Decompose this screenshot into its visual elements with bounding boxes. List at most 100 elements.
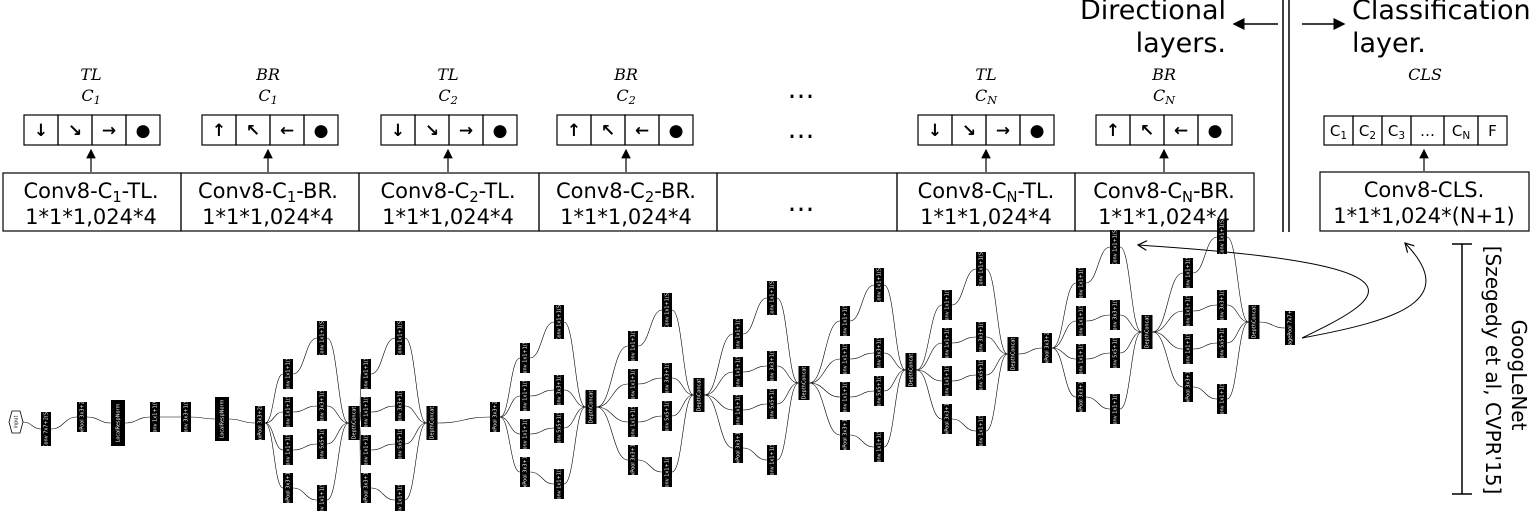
network-edge: [1085, 352, 1111, 360]
network-edge: [1051, 347, 1077, 360]
network-node-box: [215, 397, 229, 441]
network-node-box: [628, 445, 638, 475]
network-edge: [404, 337, 427, 424]
network-edge: [326, 337, 349, 424]
network-node-box: [77, 402, 87, 432]
network-edge: [985, 353, 1008, 432]
network-node-box: [1007, 337, 1019, 371]
column-superscript: TL: [975, 65, 996, 84]
network-node-label: Conv 1x1+1(S): [557, 465, 563, 503]
network-node-box: [1217, 220, 1227, 254]
network-node-box: [111, 400, 125, 446]
direction-cell: [1019, 114, 1055, 146]
network-edge: [704, 394, 734, 411]
network-node-label: Conv 1x1+1(S): [1079, 302, 1085, 340]
network-edge: [1051, 320, 1077, 349]
network-node: Conv 1x1+1(S): [942, 286, 952, 324]
direction-arrow-icon: ↑: [1106, 121, 1120, 141]
network-node-box: [942, 366, 952, 396]
network-node-box: [693, 378, 705, 412]
network-node-label: Conv 1x1+1(S): [1186, 254, 1192, 292]
network-node-box: [554, 413, 564, 443]
network-node-label: MaxPool 3x3+1(S): [843, 412, 849, 458]
network-node-box: [554, 375, 564, 405]
network-node-box: [426, 406, 438, 440]
network-edge: [776, 297, 799, 384]
network-node-box: [767, 445, 777, 475]
network-node: MaxPool 3x3+1(S): [283, 465, 293, 511]
network-edge: [1192, 386, 1218, 400]
network-edge: [292, 337, 318, 375]
network-node: Conv 5x5+1(S): [976, 356, 986, 394]
network-node-box: [361, 359, 371, 389]
column-class-label: CN: [975, 86, 998, 107]
network-node-label: DepthConcat: [589, 391, 595, 424]
column-class-label: C2: [616, 86, 635, 107]
network-node: Conv 1x1+1(S): [554, 303, 564, 341]
network-node-box: [874, 268, 884, 302]
network-node-box: [317, 485, 327, 511]
cls-output-cells: C1 C2 C3 … CN F: [1323, 115, 1508, 146]
network-node: Conv 1x1+1(S): [317, 481, 327, 511]
network-edge: [1152, 331, 1184, 350]
network-edge: [883, 284, 906, 371]
network-node: Conv 1x1+1(S): [1183, 254, 1193, 292]
network-node-box: [1110, 300, 1120, 330]
network-node-label: MaxPool 3x3+1(S): [364, 465, 370, 511]
network-node: MaxPool 3x3+1(S): [1076, 374, 1086, 420]
network-node-box: [628, 331, 638, 361]
network-node-label: MaxPool 3x3+1(S): [1079, 374, 1085, 420]
network-node-label: DepthConcat: [1011, 338, 1017, 371]
network-node-label: Conv 1x1+1(S): [631, 327, 637, 365]
network-node: Conv 3x3+1(S): [395, 387, 405, 425]
network-edge: [228, 418, 256, 424]
direction-cell: [482, 114, 518, 146]
network-edge: [776, 382, 799, 405]
cls-cell: [1477, 115, 1508, 146]
network-node: Conv 1x1+1(S): [1217, 218, 1227, 256]
network-node: Conv 1x1+1(S): [1110, 390, 1120, 428]
classification-layer-header: Classification layer.: [1302, 0, 1531, 59]
network-node-box: [41, 412, 51, 446]
network-node-box: [1285, 311, 1295, 345]
network-node-box: [733, 357, 743, 387]
dot-icon: ●: [669, 121, 684, 141]
network-node-label: Conv 1x1+1(S): [1186, 330, 1192, 368]
network-node-label: Conv 1x1+1(S): [1079, 264, 1085, 302]
network-node-label: Conv 1x1+1(S): [320, 481, 326, 511]
network-edge: [596, 406, 629, 423]
network-node-box: [181, 402, 191, 432]
network-node: Conv 1x1+1(S): [942, 362, 952, 400]
network-node-label: Conv 5x5+1(S): [320, 425, 326, 463]
network-node: Conv 1x1+1(S): [1217, 380, 1227, 418]
network-edge: [264, 411, 284, 424]
direction-arrow-icon: ↘: [962, 121, 976, 141]
ellipsis-column: … … …: [716, 74, 898, 232]
network-edge: [671, 309, 694, 396]
column-superscript: TL: [437, 65, 458, 84]
network-edge: [1152, 272, 1184, 333]
conv-layer-dims: 1*1*1,024*4: [560, 205, 692, 229]
network-node: Conv 3x3+1(S): [181, 398, 191, 436]
network-edge: [596, 383, 629, 408]
network-node: MaxPool 3x3+2(S): [1042, 325, 1052, 371]
network-node-box: [283, 359, 293, 389]
network-edge: [292, 405, 318, 413]
network-node-label: Conv 1x1+1(S): [877, 266, 883, 304]
network-edge: [704, 371, 734, 396]
direction-arrow-icon: ↘: [425, 121, 439, 141]
direction-arrow-icon: ↘: [68, 121, 82, 141]
network-node: MaxPool 3x3+1(S): [1183, 364, 1193, 410]
direction-arrow-icon: →: [996, 121, 1010, 141]
network-node-label: Conv 1x1+1(S): [398, 319, 404, 357]
network-node-box: [1076, 344, 1086, 374]
network-node-label: Conv 1x1+1(S): [1113, 228, 1119, 266]
classification-header-line2: layer.: [1352, 28, 1426, 59]
network-edge: [370, 487, 396, 501]
network-edge: [809, 320, 841, 384]
network-node-label: Conv 1x1+1(S): [631, 403, 637, 441]
network-node-box: [662, 457, 672, 487]
network-node-box: [1183, 296, 1193, 326]
network-node: Conv 1x1+1(S): [361, 431, 371, 469]
